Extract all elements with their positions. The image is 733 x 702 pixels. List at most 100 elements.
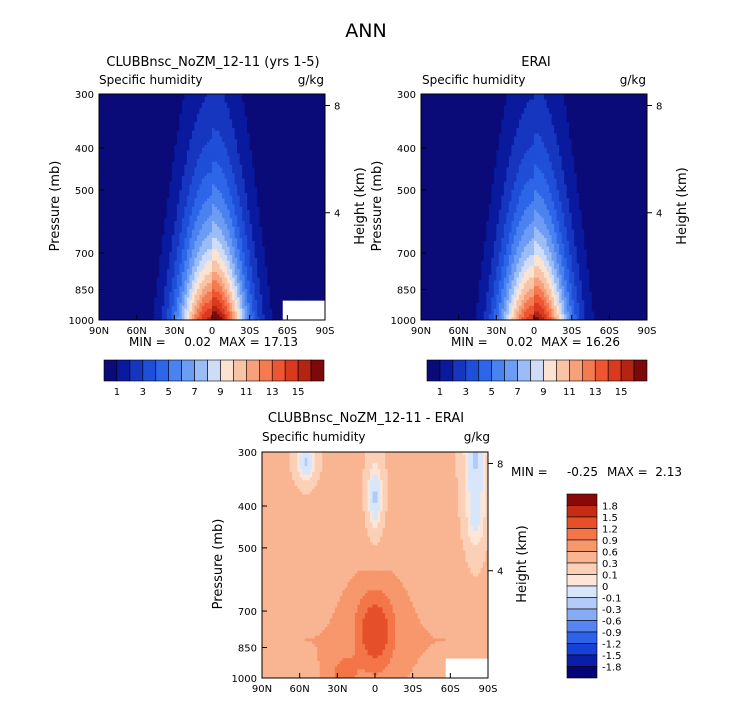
field-cell (224, 158, 228, 163)
field-cell (274, 139, 278, 143)
field-cell (214, 136, 218, 140)
field-cell (322, 173, 326, 177)
field-cell (234, 232, 238, 236)
field-cell (232, 136, 235, 140)
field-cell (161, 130, 165, 134)
field-cell (174, 209, 178, 214)
field-cell (237, 195, 241, 199)
field-cell (146, 238, 150, 242)
field-cell (319, 181, 323, 185)
field-cell (129, 249, 133, 253)
field-cell (176, 150, 180, 154)
field-cell (322, 223, 326, 228)
field-cell (131, 238, 135, 242)
field-cell (199, 164, 203, 168)
field-cell (189, 201, 193, 205)
field-cell (131, 218, 135, 222)
field-cell (109, 99, 112, 103)
field-cell (289, 139, 293, 143)
field-cell (159, 192, 163, 197)
field-cell (284, 167, 288, 171)
field-cell (194, 127, 198, 132)
field-cell (294, 178, 298, 182)
field-cell (254, 243, 258, 247)
field-cell (249, 204, 253, 208)
field-cell (191, 218, 195, 222)
field-cell (136, 246, 140, 250)
field-cell (156, 229, 160, 233)
field-cell (151, 133, 155, 137)
field-cell (156, 147, 160, 151)
field-cell (139, 147, 143, 151)
field-cell (277, 161, 281, 166)
field-cell (252, 190, 256, 194)
field-cell (314, 158, 318, 163)
field-cell (222, 184, 225, 188)
field-cell (149, 198, 153, 202)
field-cell (126, 102, 130, 106)
field-cell (144, 198, 148, 202)
field-cell (106, 105, 110, 109)
field-cell (119, 235, 122, 239)
field-cell (209, 187, 213, 191)
field-cell (219, 243, 223, 247)
field-cell (317, 221, 321, 225)
field-cell (181, 116, 185, 120)
field-cell (309, 226, 313, 231)
field-cell (322, 130, 326, 134)
field-cell (232, 113, 235, 118)
field-cell (259, 125, 263, 129)
field-cell (297, 187, 301, 191)
field-cell (252, 223, 256, 228)
field-cell (214, 207, 218, 211)
field-cell (274, 243, 278, 247)
field-cell (252, 229, 256, 233)
field-cell (217, 105, 220, 109)
field-cell (242, 133, 246, 137)
field-cell (136, 184, 140, 188)
field-cell (149, 96, 153, 101)
field-cell (212, 158, 215, 163)
field-cell (312, 240, 316, 245)
field-cell (282, 173, 286, 177)
field-cell (287, 184, 291, 188)
field-cell (299, 221, 303, 225)
field-cell (134, 122, 138, 126)
field-cell (267, 96, 271, 101)
field-cell (116, 249, 120, 253)
field-cell (101, 178, 105, 182)
field-cell (109, 232, 112, 236)
field-cell (317, 246, 321, 250)
field-cell (234, 119, 238, 123)
field-cell (319, 240, 323, 245)
field-cell (312, 133, 316, 137)
field-cell (302, 178, 306, 182)
field-cell (219, 130, 223, 134)
field-cell (109, 212, 112, 216)
field-cell (209, 235, 213, 239)
field-cell (136, 99, 140, 103)
field-cell (297, 218, 301, 222)
field-cell (277, 167, 281, 171)
field-cell (191, 147, 195, 151)
field-cell (209, 243, 213, 247)
field-cell (134, 184, 138, 188)
field-cell (287, 246, 291, 250)
field-cell (212, 235, 215, 239)
field-cell (159, 170, 163, 174)
field-cell (204, 249, 208, 253)
field-cell (119, 108, 122, 112)
field-cell (194, 190, 198, 194)
field-cell (144, 192, 148, 197)
field-cell (299, 158, 303, 163)
field-cell (214, 127, 218, 132)
field-cell (292, 235, 296, 239)
field-cell (302, 136, 306, 140)
field-cell (109, 170, 112, 174)
field-cell (184, 147, 188, 151)
field-cell (206, 122, 210, 126)
field-cell (322, 175, 326, 180)
field-cell (224, 232, 228, 236)
field-cell (209, 108, 213, 112)
field-cell (99, 147, 102, 151)
